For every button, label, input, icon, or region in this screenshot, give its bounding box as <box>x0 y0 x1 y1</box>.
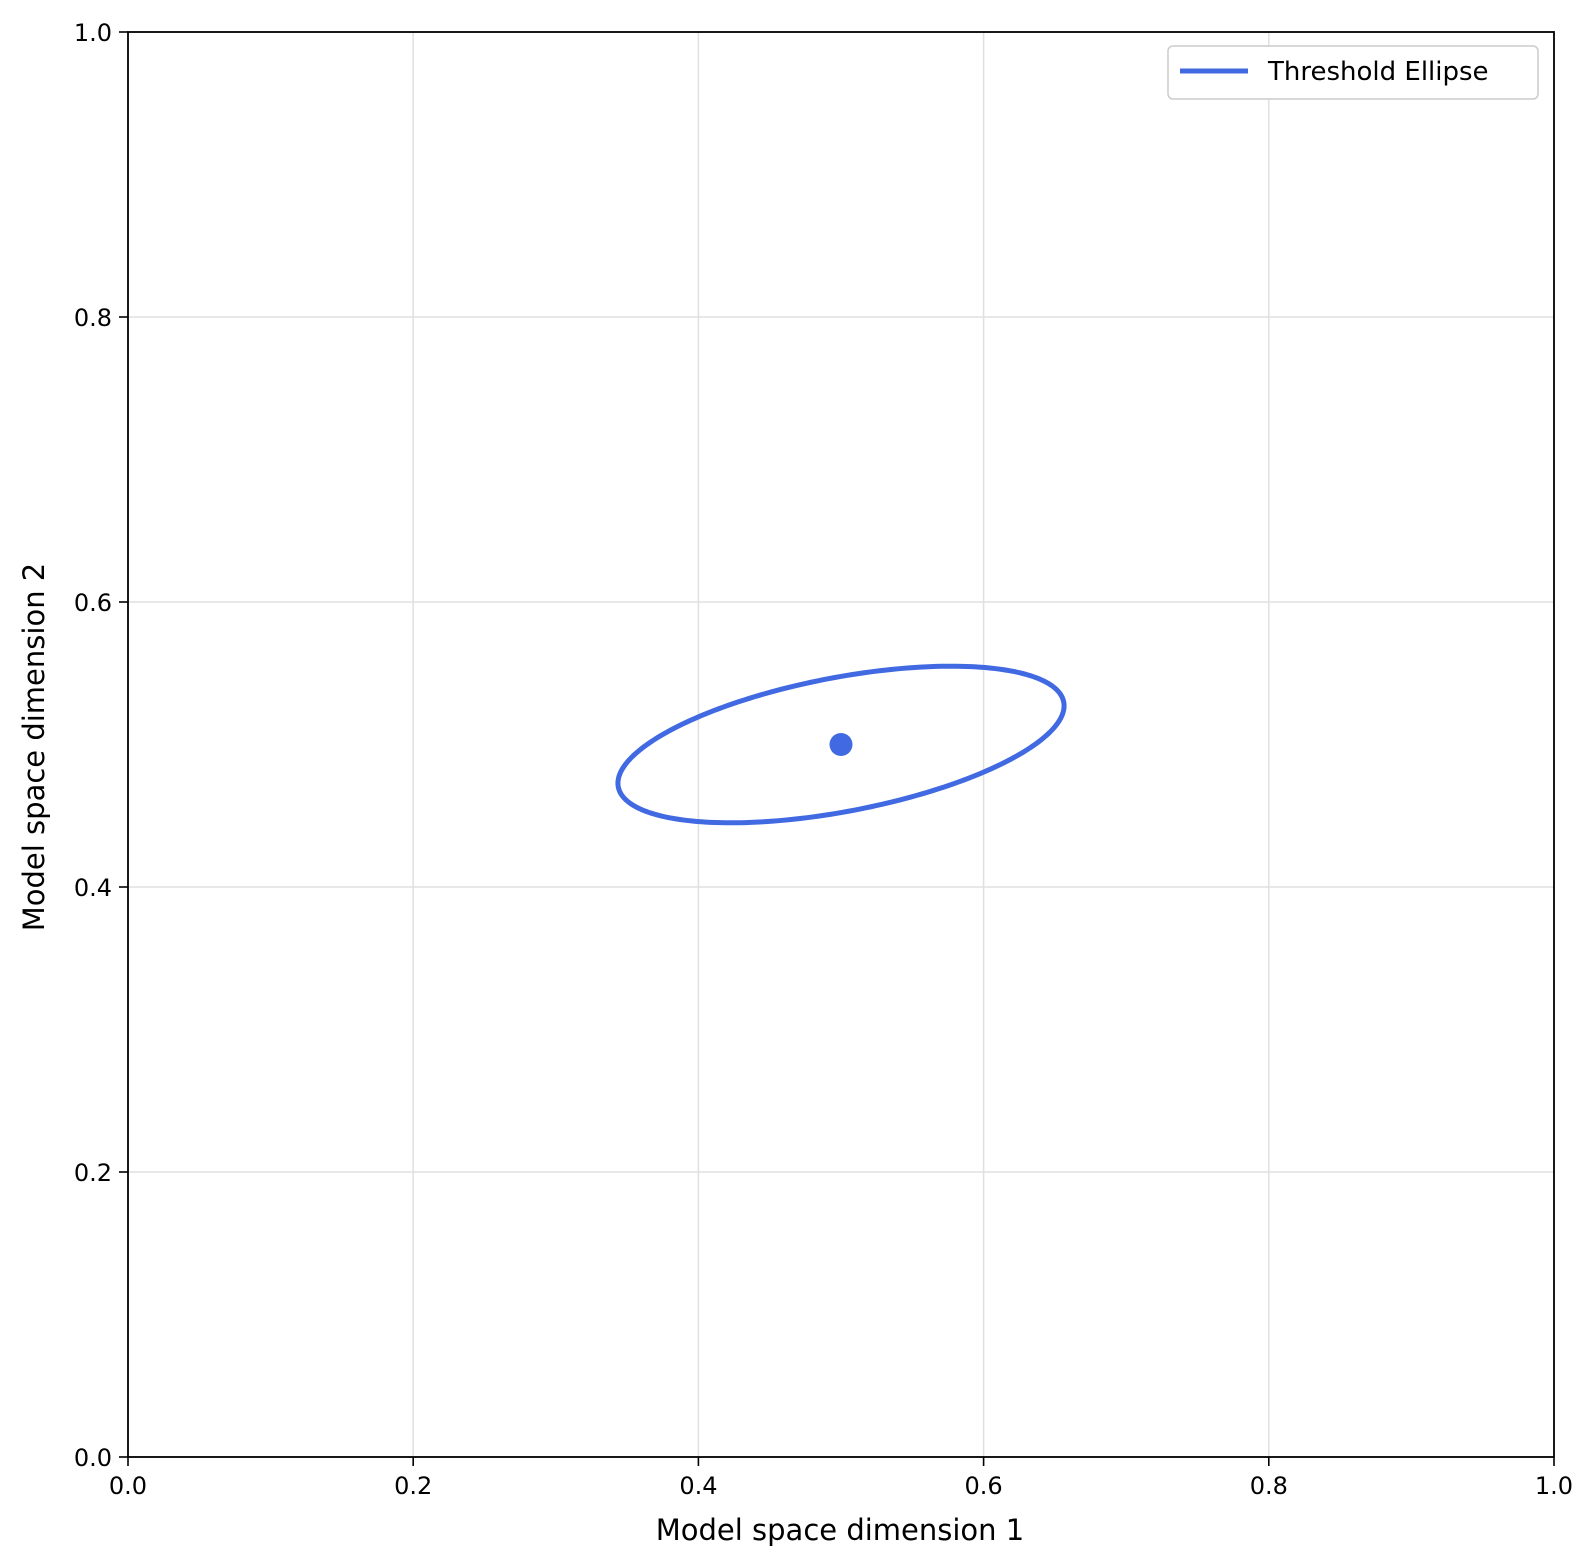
y-tick-label: 0.2 <box>74 1159 112 1187</box>
ticks: 0.0 0.2 0.4 0.6 0.8 1.0 0.0 0.2 0.4 0.6 0.8 1.0 <box>74 19 1573 1500</box>
x-tick-label: 0.4 <box>679 1472 717 1500</box>
axes <box>127 31 1555 1458</box>
y-tick-label: 0.0 <box>74 1444 112 1472</box>
x-tick-label: 0.6 <box>965 1472 1003 1500</box>
center-point <box>829 733 853 756</box>
y-tick-label: 1.0 <box>74 19 112 47</box>
plot-area <box>615 663 1067 826</box>
x-tick-label: 0.0 <box>109 1472 147 1500</box>
x-axis-label: Model space dimension 1 <box>656 1513 1024 1547</box>
x-tick-label: 0.2 <box>394 1472 432 1500</box>
threshold-ellipse-curve <box>615 663 1067 826</box>
y-tick-label: 0.8 <box>74 304 112 332</box>
y-axis-label: Model space dimension 2 <box>17 563 51 931</box>
y-tick-label: 0.6 <box>74 589 112 617</box>
y-tick-label: 0.4 <box>74 874 112 902</box>
legend: Threshold Ellipse <box>1167 45 1539 100</box>
legend-frame <box>1167 45 1539 100</box>
x-tick-label: 0.8 <box>1250 1472 1288 1500</box>
x-tick-label: 1.0 <box>1535 1472 1573 1500</box>
axes-frame <box>127 31 1555 1458</box>
legend-label-threshold-ellipse: Threshold Ellipse <box>1267 57 1489 87</box>
